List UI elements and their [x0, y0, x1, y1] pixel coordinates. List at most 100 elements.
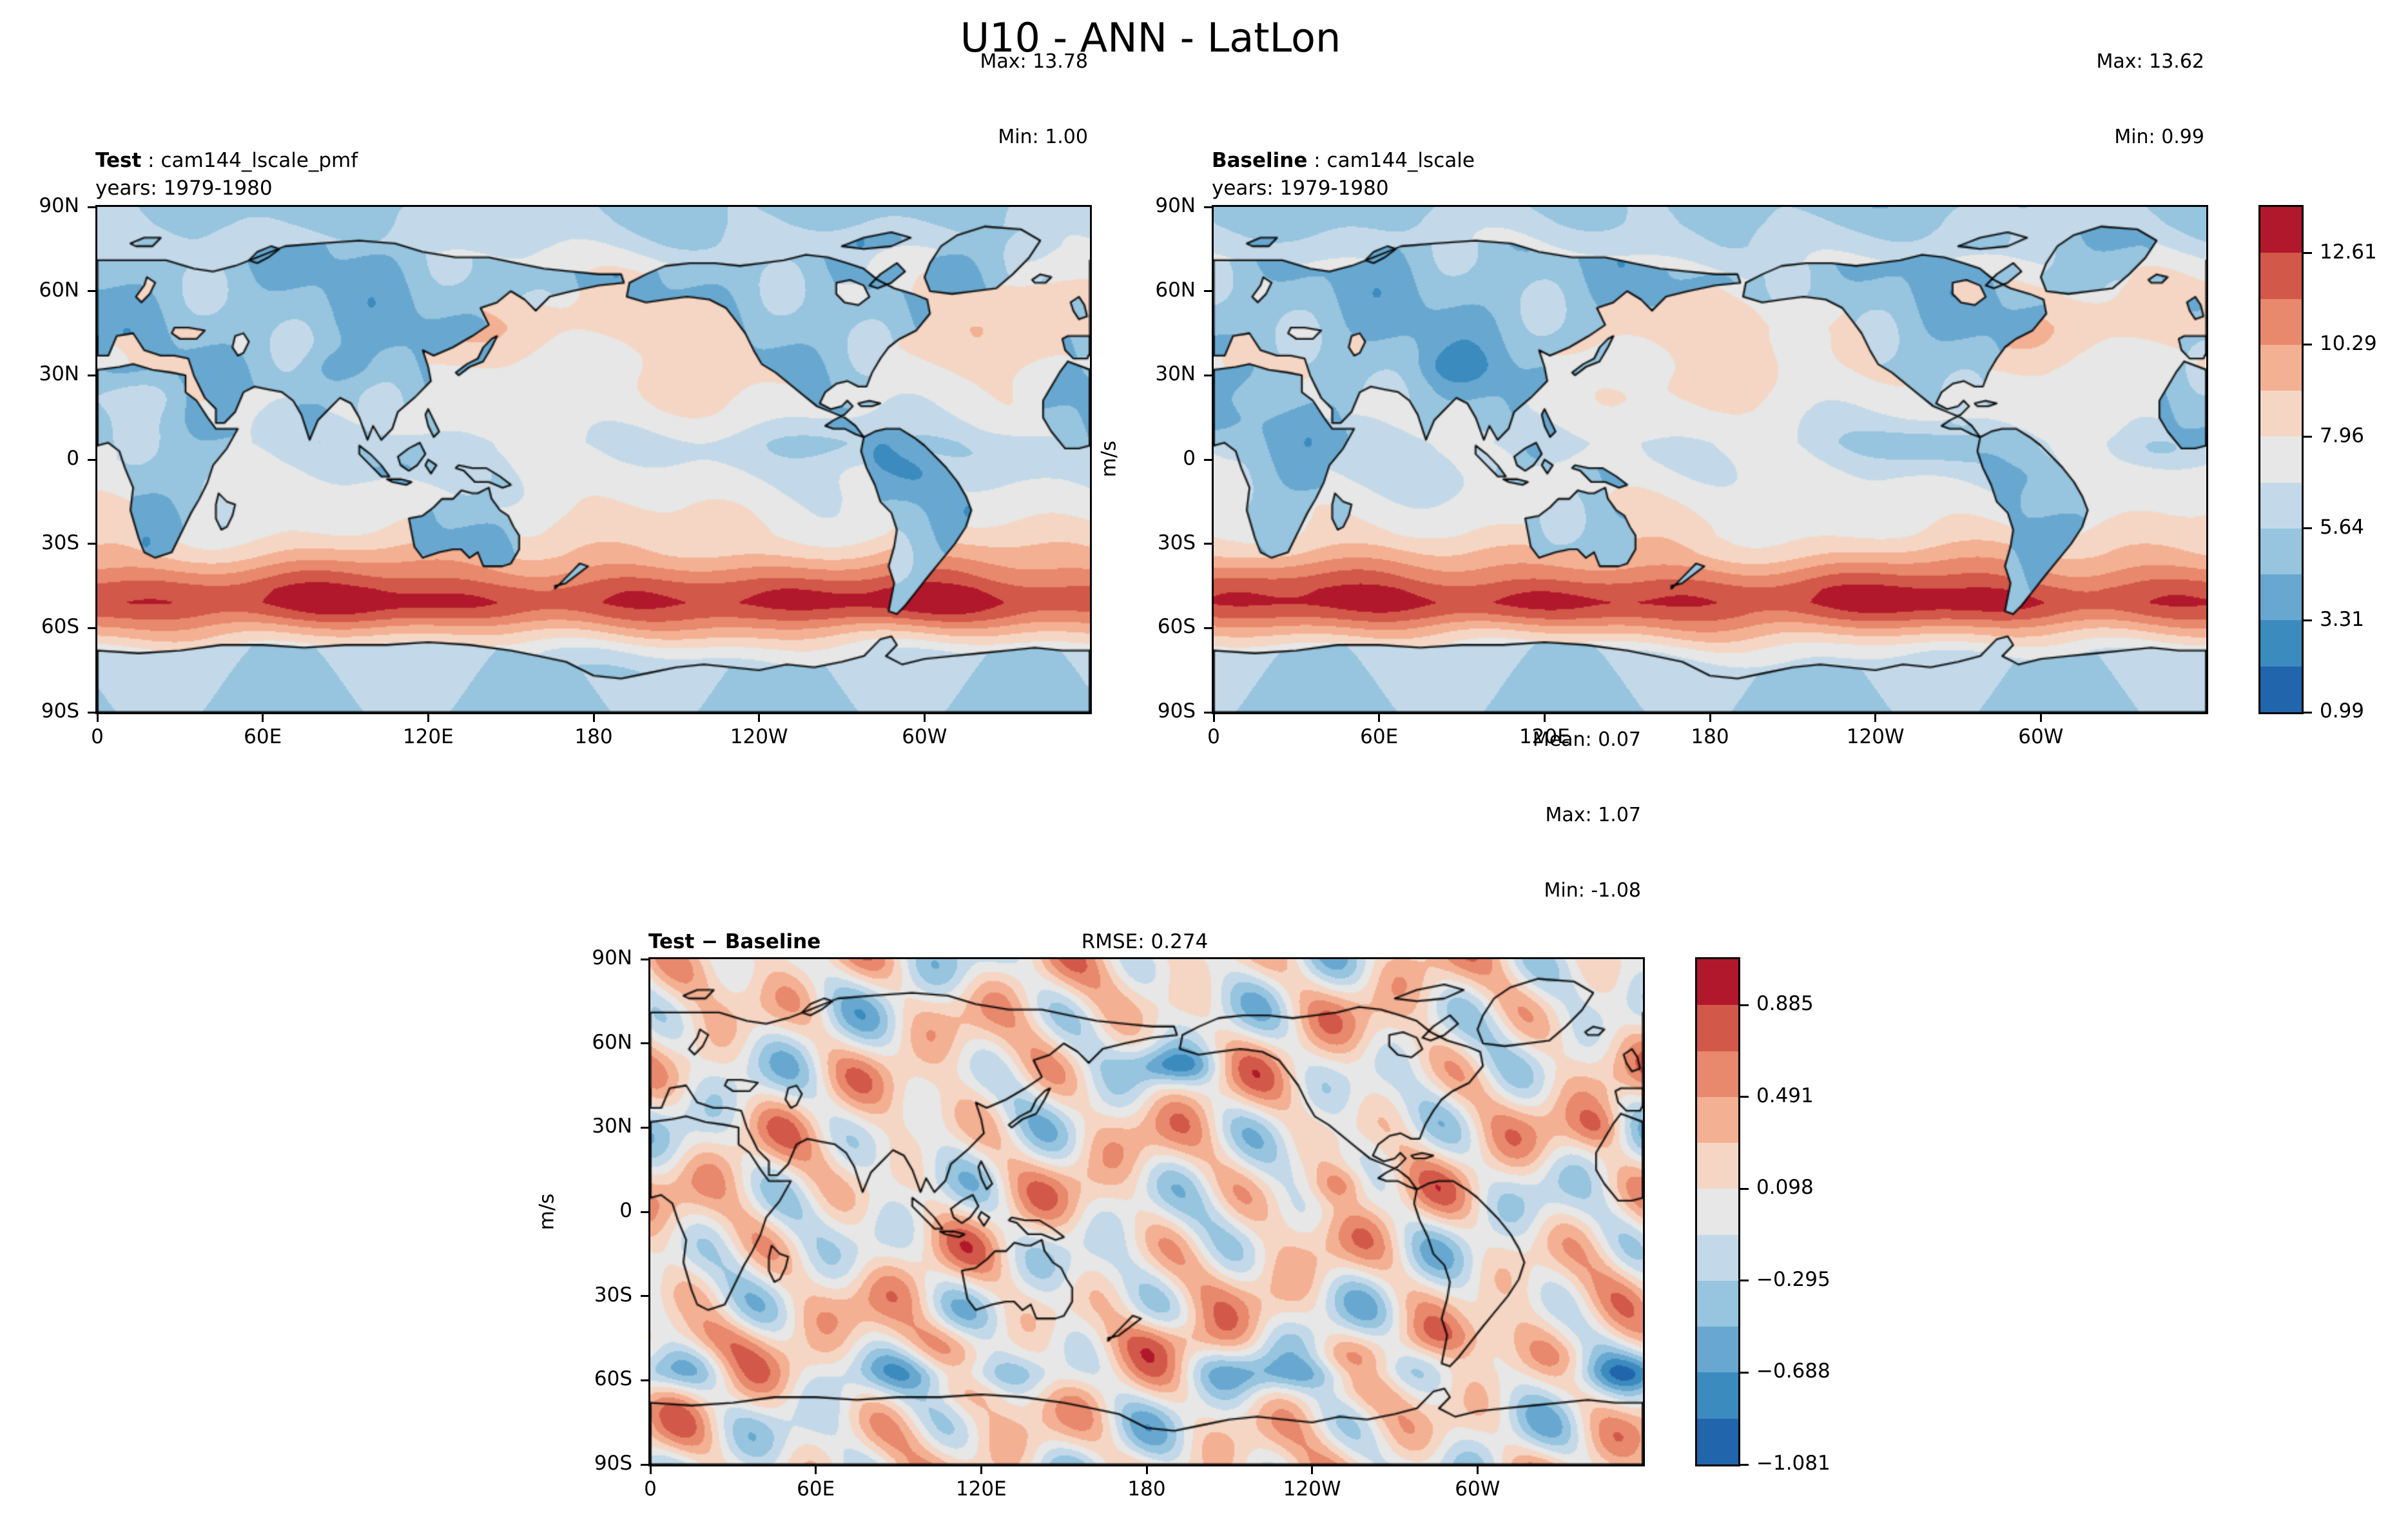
lat-tick-mark	[1204, 627, 1212, 629]
diff-panel-header: Test − Baseline RMSE: 0.274 Mean: 0.07 M…	[648, 728, 1641, 953]
test-map-canvas	[95, 205, 1092, 714]
colorbar-tick-label: 0.098	[1756, 1176, 1814, 1200]
lat-tick-mark	[1204, 290, 1212, 293]
lon-tick-label: 120E	[402, 725, 454, 748]
baseline-label: Baseline	[1212, 149, 1308, 172]
lon-tick-mark	[1378, 714, 1381, 722]
colorbar-segment	[2260, 344, 2302, 391]
colorbar-segment	[2260, 298, 2302, 345]
baseline-years: years: 1979-1980	[1212, 177, 1389, 200]
lon-tick-mark	[96, 714, 99, 722]
lat-tick-mark	[641, 1295, 648, 1298]
test-stats: Mean: 6.73 Max: 13.78 Min: 1.00	[980, 0, 1088, 200]
lat-tick-mark	[88, 290, 95, 293]
lon-tick-label: 120W	[1846, 725, 1905, 748]
baseline-map: 90N 60N 30N 0 30S 60S 90S 0 60E 120E 180 120W 60W	[1155, 194, 2208, 748]
baseline-stat-min: Min: 0.99	[2114, 126, 2204, 148]
diff-stats: Mean: 0.07 Max: 1.07 Min: -1.08	[1533, 677, 1641, 953]
colorbar-segment	[2260, 574, 2302, 621]
colorbar-tick-label: −0.295	[1756, 1267, 1830, 1291]
lon-tick-mark	[923, 714, 926, 722]
colorbar-tick-mark	[2304, 711, 2312, 714]
lon-tick-mark	[758, 714, 761, 722]
colorbar-segment	[1697, 1096, 1738, 1143]
lon-tick-mark	[1212, 714, 1215, 722]
lat-tick-label: 60S	[41, 615, 79, 639]
test-stat-max: Max: 13.78	[980, 50, 1088, 73]
colorbar-segment	[1697, 1372, 1738, 1419]
colorbar-segment	[2260, 620, 2302, 667]
lat-tick-label: 60N	[39, 278, 79, 302]
lon-tick-label: 120W	[1283, 1477, 1341, 1501]
lon-tick-label: 180	[1691, 725, 1729, 748]
colorbar-tick-mark	[2304, 619, 2312, 622]
lat-tick-mark	[641, 1379, 648, 1381]
lat-tick-mark	[88, 543, 95, 545]
lat-tick-label: 90N	[592, 946, 632, 969]
colorbar-tick-mark	[1740, 1371, 1749, 1374]
colorbar-segment	[1697, 1234, 1738, 1281]
lat-tick-label: 30N	[592, 1114, 632, 1138]
test-years: years: 1979-1980	[95, 177, 273, 200]
colorbar-tick-label: −0.688	[1756, 1359, 1830, 1383]
lon-tick-mark	[1476, 1466, 1479, 1474]
baseline-stat-max: Max: 13.62	[2096, 50, 2204, 73]
colorbar-segment	[1697, 1051, 1738, 1097]
lon-tick-mark	[262, 714, 264, 722]
colorbar-tick-label: 0.491	[1756, 1084, 1814, 1107]
colorbar-tick-mark	[1740, 1280, 1749, 1282]
lat-tick-mark	[1204, 458, 1212, 461]
lat-tick-label: 60S	[1157, 615, 1196, 639]
diff-colorbar: 0.885 0.491 0.098 −0.295 −0.688 −1.081	[1695, 957, 1830, 1475]
diff-stat-mean: Mean: 0.07	[1532, 728, 1641, 751]
colorbar-segment	[2260, 391, 2302, 437]
lon-tick-mark	[1709, 714, 1711, 722]
lat-tick-mark	[1204, 543, 1212, 545]
colorbar-tick-mark	[2304, 344, 2312, 346]
lon-tick-mark	[2039, 714, 2042, 722]
colorbar-tick-label: 3.31	[2320, 607, 2365, 631]
lon-tick-mark	[980, 1466, 982, 1474]
lat-tick-mark	[1204, 206, 1212, 208]
colorbar-tick-mark	[1740, 1096, 1749, 1098]
diff-map: 90N 60N 30N 0 30S 60S 90S 0 60E 120E 180 120W 60W	[592, 946, 1645, 1501]
lat-tick-label: 60N	[592, 1030, 632, 1054]
lon-tick-label: 0	[644, 1477, 657, 1501]
test-run-id: : cam144_lscale_pmf	[141, 149, 358, 172]
lat-tick-mark	[641, 1126, 648, 1129]
lat-tick-label: 90N	[1155, 194, 1196, 217]
colorbar-gradient	[1697, 959, 1738, 1464]
colorbar-segment	[2260, 482, 2302, 529]
lat-tick-label: 30S	[41, 530, 79, 554]
colorbar-tick-mark	[1740, 1004, 1749, 1006]
lon-tick-mark	[1874, 714, 1877, 722]
colorbar-segment	[1697, 1005, 1738, 1051]
colorbar-segment	[1697, 1327, 1738, 1373]
baseline-stats: Mean: 6.66 Max: 13.62 Min: 0.99	[2096, 0, 2204, 200]
lat-tick-mark	[641, 958, 648, 960]
lat-tick-label: 30N	[39, 362, 79, 386]
lon-tick-mark	[592, 714, 595, 722]
lat-tick-mark	[1204, 711, 1212, 714]
rmse-value: RMSE: 0.274	[1081, 930, 1209, 953]
lon-tick-label: 0	[1207, 725, 1220, 748]
lon-tick-label: 0	[91, 725, 104, 748]
colorbar-segment	[2260, 253, 2302, 299]
lat-tick-label: 90S	[594, 1452, 632, 1475]
colorbar-gradient	[2260, 207, 2302, 712]
lon-tick-label: 60E	[1360, 725, 1399, 748]
lat-tick-mark	[88, 711, 95, 714]
lon-tick-label: 60E	[244, 725, 282, 748]
colorbar-segment	[1697, 1189, 1738, 1235]
colorbar-tick-mark	[2304, 527, 2312, 530]
lat-tick-label: 90S	[41, 699, 79, 723]
colorbar-segment	[2260, 666, 2302, 712]
diff-label: Test − Baseline	[648, 930, 821, 953]
test-run-info: Test : cam144_lscale_pmf years: 1979-198…	[95, 149, 358, 200]
colorbar-tick-mark	[1740, 1463, 1749, 1466]
colorbar-tick-label: 5.64	[2320, 515, 2365, 539]
units-label-bottom: m/s	[535, 1193, 559, 1231]
lat-tick-label: 90N	[39, 194, 79, 217]
colorbar-tick-label: 12.61	[2320, 240, 2377, 264]
lon-tick-label: 120E	[955, 1477, 1007, 1501]
